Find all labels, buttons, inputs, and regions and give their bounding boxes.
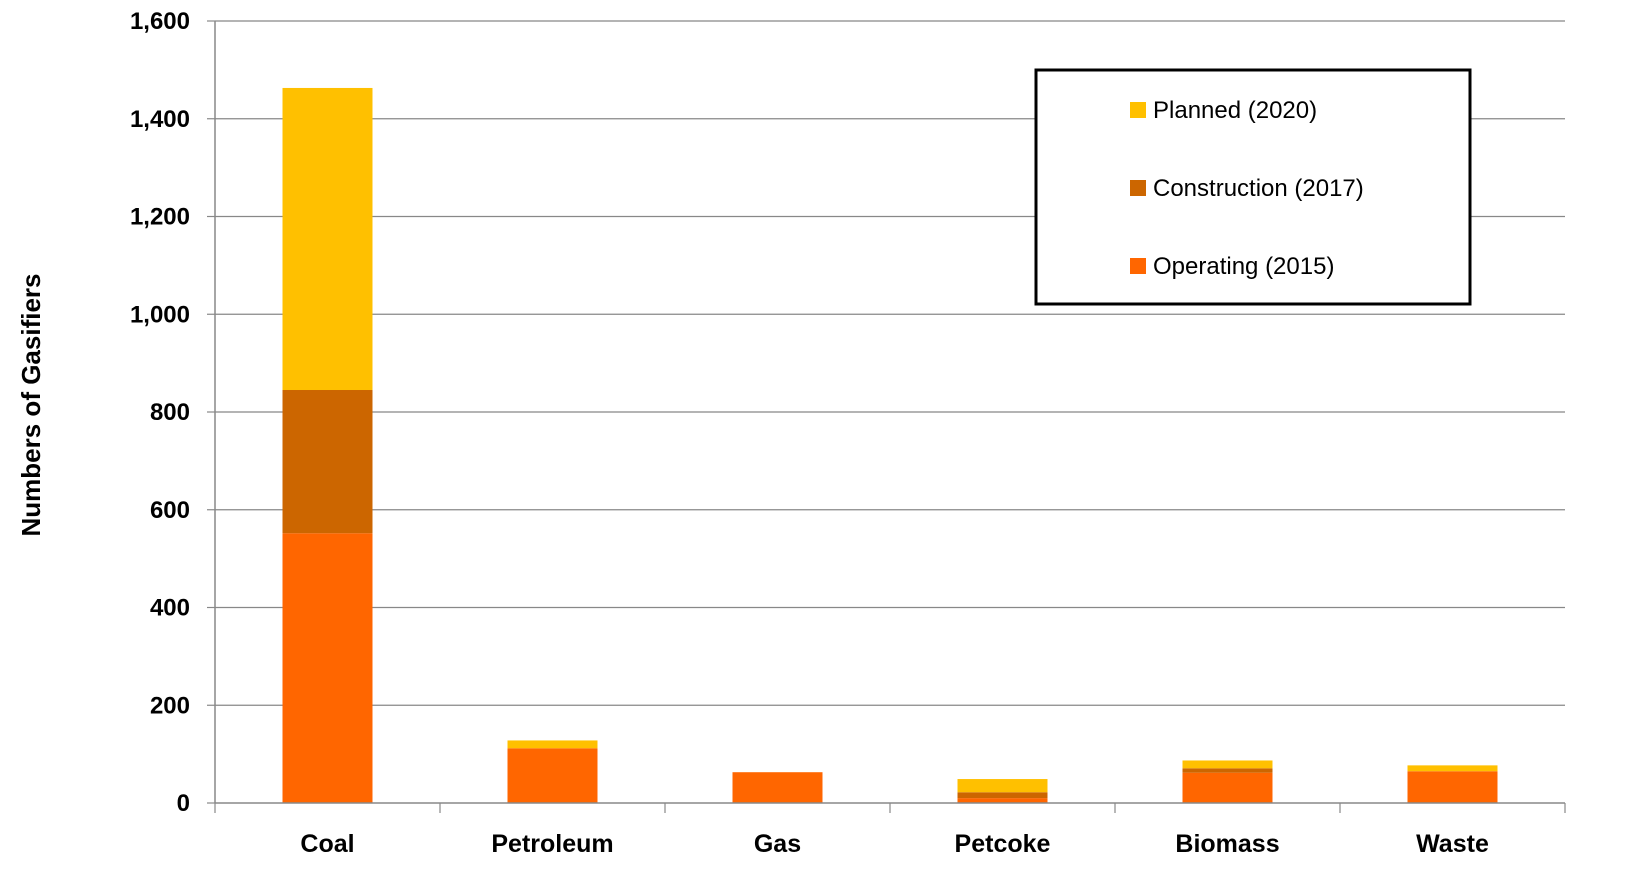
y-tick-label: 600 [150,497,190,524]
y-tick-label: 1,200 [130,204,190,231]
bars [282,87,1498,803]
legend-label: Operating (2015) [1153,253,1334,280]
y-tick-label: 0 [177,790,190,817]
bar-segment [957,792,1048,799]
x-tick-label: Petroleum [491,830,613,858]
x-tick-label: Gas [754,830,801,858]
bar-segment [282,533,373,803]
y-tick-label: 200 [150,692,190,719]
tick-labels: 0 200 400 600 800 1,000 1,200 1,400 1,600 Coal Pet… [130,8,1489,858]
x-tick-label: Biomass [1175,830,1279,858]
y-tick-label: 400 [150,595,190,622]
bar-segment [1407,771,1498,803]
legend-swatch [1130,180,1146,196]
legend-swatch [1130,258,1146,274]
x-tick-label: Coal [300,830,354,858]
bar-segment [282,87,373,391]
legend-label: Construction (2017) [1153,175,1364,202]
y-tick-label: 1,600 [130,8,190,35]
bar-segment [957,798,1048,803]
legend-box [1034,68,1472,306]
bar-segment [957,779,1048,793]
bar-segment [282,390,373,534]
y-axis-title: Numbers of Gasifiers [16,274,46,537]
bar-segment [732,772,823,803]
x-tick-label: Petcoke [955,830,1051,858]
y-tick-label: 800 [150,399,190,426]
bar-segment [507,740,598,749]
bar-segment [507,748,598,803]
gridlines [215,20,1565,706]
legend: Planned (2020) Construction (2017) Operati… [1034,68,1472,306]
legend-swatch [1130,102,1146,118]
bar-segment [1182,760,1273,769]
y-tick-label: 1,400 [130,106,190,133]
bar-segment [1182,768,1273,773]
y-tick-label: 1,000 [130,301,190,328]
axes [207,20,1566,813]
x-tick-label: Waste [1416,830,1489,858]
bar-segment [1182,772,1273,803]
legend-label: Planned (2020) [1153,97,1317,124]
bar-segment [1407,765,1498,772]
